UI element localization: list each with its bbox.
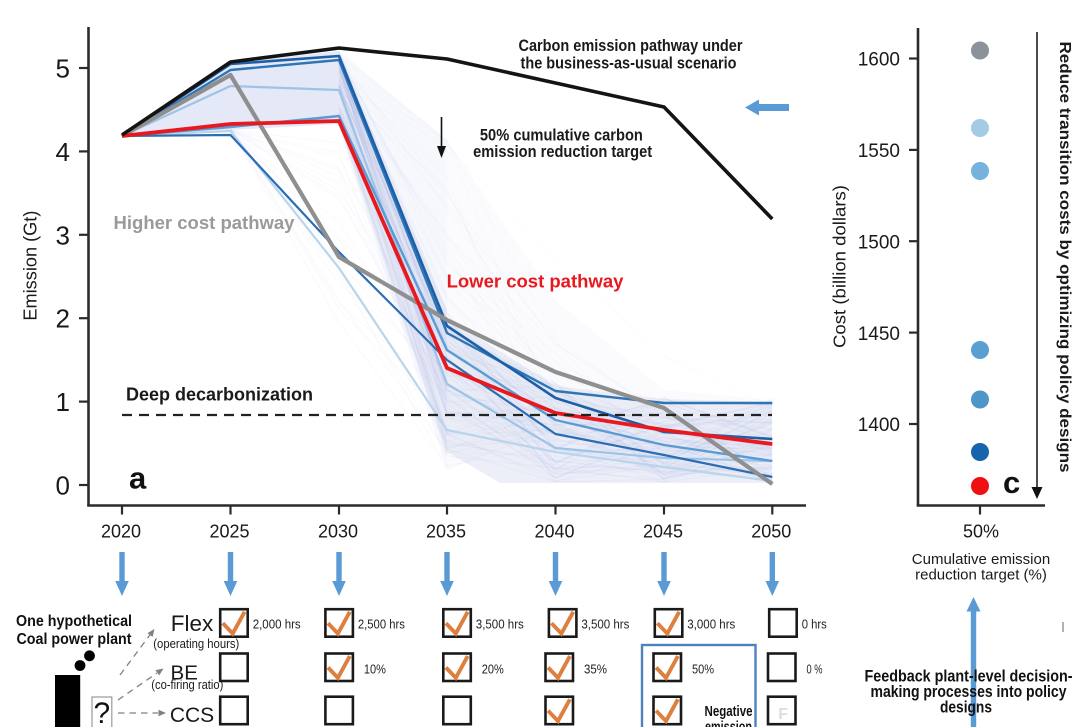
svg-text:2,500 hrs: 2,500 hrs	[358, 617, 405, 632]
svg-text:1550: 1550	[858, 141, 900, 162]
svg-text:2045: 2045	[643, 521, 683, 541]
svg-text:2035: 2035	[426, 521, 466, 541]
svg-text:BE: BE	[171, 662, 198, 685]
svg-text:Cost (billion dollars): Cost (billion dollars)	[830, 185, 850, 348]
svg-text:the business-as-usual scenario: the business-as-usual scenario	[521, 54, 737, 73]
svg-text:4: 4	[56, 137, 70, 167]
svg-text:1450: 1450	[858, 324, 900, 345]
svg-text:reduction target (%): reduction target (%)	[915, 567, 1047, 584]
svg-text:0: 0	[56, 471, 70, 501]
svg-text:c: c	[1003, 465, 1020, 500]
svg-text:2,000 hrs: 2,000 hrs	[253, 617, 301, 632]
svg-text:5: 5	[56, 54, 70, 84]
svg-text:Emission (Gt): Emission (Gt)	[21, 211, 41, 321]
svg-text:1: 1	[56, 387, 70, 417]
svg-text:1400: 1400	[858, 415, 900, 436]
svg-text:0 %: 0 %	[807, 662, 823, 677]
svg-text:50%: 50%	[963, 522, 999, 542]
svg-text:CCS: CCS	[170, 704, 214, 727]
svg-text:(operating hours): (operating hours)	[153, 637, 239, 651]
svg-text:2: 2	[56, 304, 70, 334]
svg-text:1600: 1600	[858, 50, 900, 71]
svg-text:making processes into policy: making processes into policy	[871, 682, 1067, 701]
svg-text:10%: 10%	[364, 662, 386, 677]
svg-text:50% cumulative carbon: 50% cumulative carbon	[480, 126, 643, 145]
svg-text:Carbon emission pathway under: Carbon emission pathway under	[519, 36, 743, 55]
svg-text:35%: 35%	[584, 662, 607, 677]
svg-text:2050: 2050	[751, 521, 791, 541]
svg-text:2025: 2025	[209, 521, 249, 541]
svg-text:Reduce transition costs by opt: Reduce transition costs by optimizing po…	[1056, 42, 1073, 473]
svg-text:Lower cost pathway: Lower cost pathway	[447, 271, 625, 292]
svg-text:2030: 2030	[318, 521, 358, 541]
svg-text:50%: 50%	[692, 662, 714, 677]
svg-text:?: ?	[93, 697, 110, 727]
svg-text:a: a	[129, 461, 147, 496]
svg-text:Higher cost pathway: Higher cost pathway	[114, 212, 296, 233]
svg-text:3,500 hrs: 3,500 hrs	[581, 617, 629, 632]
svg-text:(co-firing ratio): (co-firing ratio)	[151, 678, 223, 692]
svg-text:Coal power plant: Coal power plant	[17, 631, 132, 648]
svg-text:2040: 2040	[534, 521, 574, 541]
svg-text:2020: 2020	[101, 521, 141, 541]
svg-text:Negative: Negative	[705, 703, 753, 720]
svg-text:emission: emission	[705, 719, 752, 727]
svg-text:0 hrs: 0 hrs	[802, 617, 827, 632]
svg-text:F: F	[778, 706, 788, 723]
svg-text:emission reduction target: emission reduction target	[473, 142, 652, 161]
svg-text:Feedback plant-level decision-: Feedback plant-level decision-	[865, 667, 1073, 686]
svg-text:Cumulative emission: Cumulative emission	[912, 551, 1050, 568]
svg-text:3: 3	[56, 220, 70, 250]
svg-text:Deep decarbonization: Deep decarbonization	[126, 384, 313, 404]
svg-text:designs: designs	[940, 698, 992, 717]
svg-text:3,500 hrs: 3,500 hrs	[476, 617, 524, 632]
svg-text:3,000 hrs: 3,000 hrs	[687, 617, 735, 632]
svg-text:1500: 1500	[858, 232, 900, 253]
svg-text:Flex: Flex	[171, 611, 214, 636]
svg-text:One hypothetical: One hypothetical	[16, 613, 132, 630]
svg-text:20%: 20%	[482, 662, 504, 677]
